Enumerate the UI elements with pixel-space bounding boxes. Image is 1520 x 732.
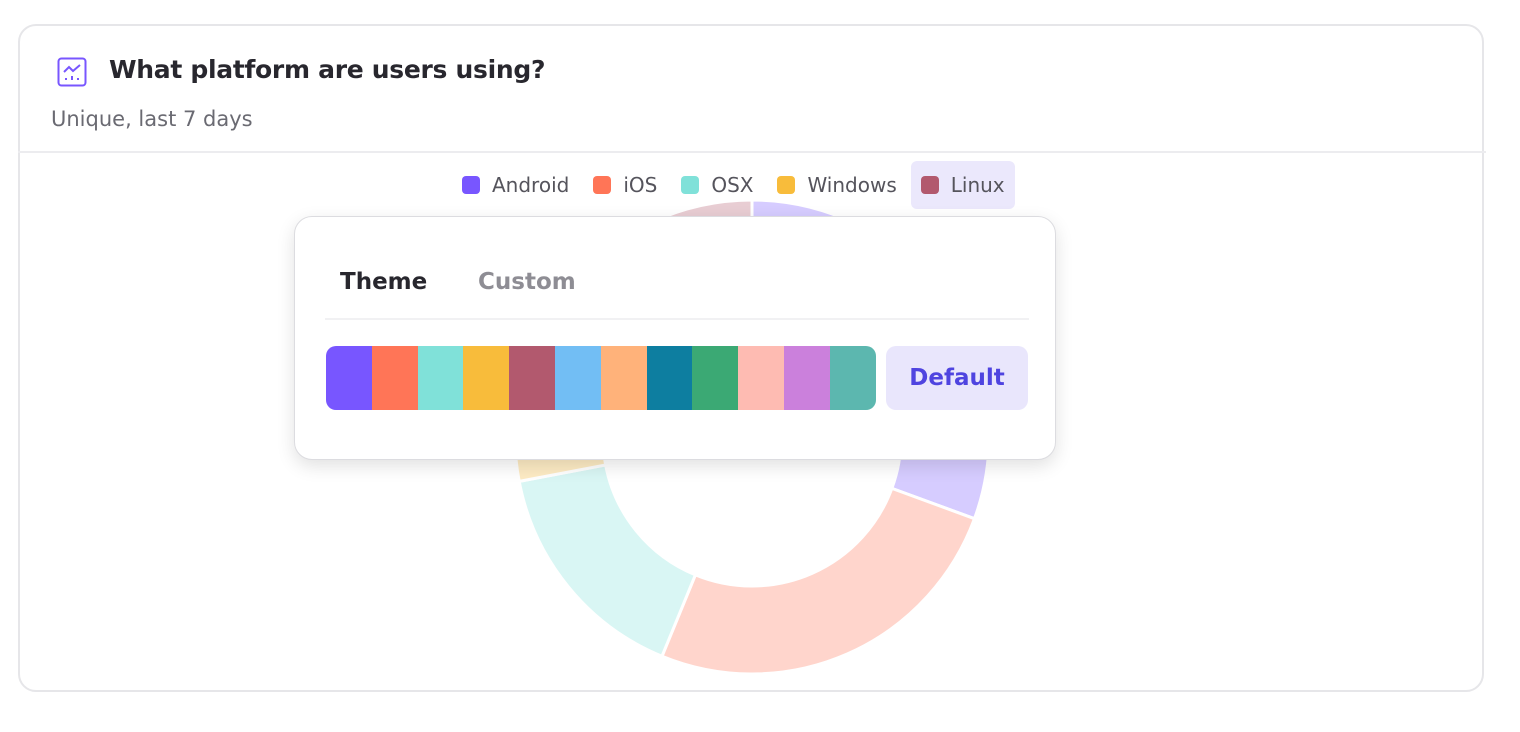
palette-color-swatch [738,346,784,410]
legend-item-android[interactable]: Android [452,161,579,209]
palette-color-swatch [600,346,647,410]
legend-item-windows[interactable]: Windows [767,161,906,209]
legend-swatch [777,176,796,194]
legend-swatch [920,176,939,194]
legend-label: iOS [623,173,658,197]
legend-label: Linux [950,173,1005,197]
palette-color-swatch [783,346,830,410]
card-subtitle: Unique, last 7 days [51,107,253,131]
theme-palette[interactable] [326,346,876,410]
legend-swatch [593,176,612,194]
tab-custom[interactable]: Custom [478,269,576,295]
card-title: What platform are users using? [109,55,546,84]
palette-color-swatch [371,346,418,410]
legend-item-osx[interactable]: OSX [671,161,763,209]
chart-legend: Android iOS OSX Windows Linux [452,161,1015,209]
legend-swatch [681,176,700,194]
tabs-divider [325,318,1029,320]
legend-label: Windows [807,173,897,197]
legend-label: Android [492,173,570,197]
palette-color-swatch [326,346,372,410]
donut-slice-ios[interactable] [660,486,976,676]
palette-color-swatch [692,346,739,410]
line-chart-icon [57,57,87,87]
palette-color-swatch [646,346,693,410]
palette-color-swatch [554,346,601,410]
legend-swatch [462,176,480,194]
legend-item-ios[interactable]: iOS [583,161,667,209]
color-theme-popup: Theme Custom Default [294,216,1056,460]
default-theme-button[interactable]: Default [886,346,1028,410]
donut-slice-osx[interactable] [517,463,697,658]
header-divider [18,151,1486,153]
tab-theme[interactable]: Theme [340,269,428,295]
palette-color-swatch [509,346,555,410]
chart-card [18,24,1484,692]
palette-color-swatch [463,346,510,410]
legend-item-linux[interactable]: Linux [910,161,1015,209]
palette-color-swatch [417,346,464,410]
legend-label: OSX [711,173,754,197]
palette-color-swatch [829,346,876,410]
